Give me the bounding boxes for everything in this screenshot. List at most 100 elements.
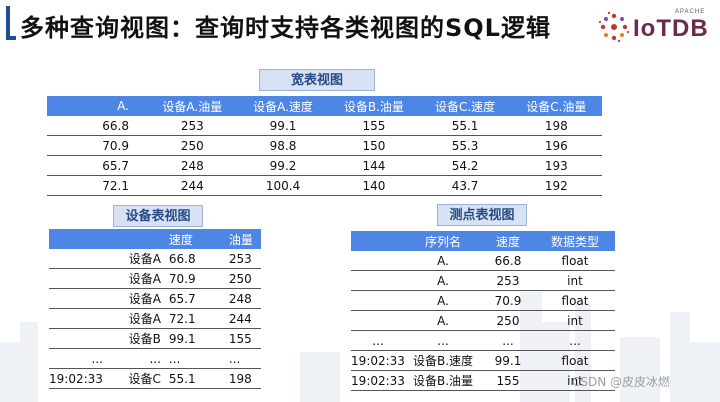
table-cell: A. [405,270,481,291]
wide-view-label: 宽表视图 [259,69,375,91]
table-cell: 设备C [102,368,163,389]
table-cell: ... [162,348,221,369]
table-cell: 70.9 [47,135,147,156]
table-cell: int [535,370,615,391]
table-cell: 99.1 [237,116,329,136]
table-row: 19:02:33 设备B.速度 99.1 float [351,350,615,371]
table-cell: 设备B.油量 [405,370,481,391]
table-cell: 72.1 [47,175,147,196]
iotdb-logo: APACHE IoTDB [597,8,715,46]
table-cell: 19:02:33 [351,370,405,391]
table-cell: 99.1 [162,328,221,349]
table-cell: 55.3 [419,135,511,156]
table-cell: 设备B.速度 [405,350,481,371]
device-header-cell [102,229,163,249]
table-cell: 250 [147,135,238,156]
table-cell: 155 [481,370,535,391]
table-cell: 150 [328,135,420,156]
table-cell: 设备B [102,328,163,349]
table-cell: 155 [220,328,261,349]
table-cell: A. [405,251,481,271]
table-cell: 198 [220,368,261,389]
device-header-cell: 油量 [220,229,261,249]
csdn-watermark: CSDN @皮皮冰燃 [572,375,671,389]
wide-header-cell: 设备A.油量 [147,96,238,116]
iotdb-logo-icon [598,11,630,43]
table-cell: ... [351,330,405,351]
point-header-cell: 速度 [481,231,535,251]
table-cell: 140 [328,175,420,196]
device-view-label: 设备表视图 [113,205,203,227]
table-row: 设备A 66.8 253 [49,249,261,269]
table-cell: ... [220,348,261,369]
table-cell: 65.7 [162,288,221,309]
table-cell: A. [405,310,481,331]
table-row: ............ [351,330,615,351]
table-cell: 设备A [102,268,163,289]
table-cell: 54.2 [419,155,511,176]
table-cell: 248 [147,155,238,176]
logo-text: IoTDB [633,15,709,42]
table-row: 65.7 248 99.2 144 54.2 193 [47,155,602,176]
table-cell: 99.1 [481,350,535,371]
table-cell: 98.8 [237,135,329,156]
table-cell: ... [405,330,481,351]
table-cell: 144 [328,155,420,176]
table-cell: 155 [328,116,420,136]
wide-header-cell: A. [47,96,147,116]
table-cell: 193 [510,155,602,176]
table-cell: 248 [220,288,261,309]
table-cell: 198 [510,116,602,136]
table-cell: float [535,290,615,311]
table-row: 设备B 99.1 155 [49,328,261,349]
wide-header-cell: 设备C.油量 [510,96,602,116]
table-row: A. 253 int [351,270,615,291]
table-cell [351,270,405,291]
table-cell [351,290,405,311]
point-header-cell [351,231,405,251]
table-row: 设备A 70.9 250 [49,268,261,289]
table-cell: 66.8 [162,249,221,269]
table-cell [49,249,103,269]
table-row: 19:02:33 设备C 55.1 198 [49,368,261,389]
point-view-label: 测点表视图 [437,204,527,226]
table-cell: 253 [220,249,261,269]
table-cell: 192 [510,175,602,196]
table-cell: A. [405,290,481,311]
table-cell [49,288,103,309]
table-row: 设备A 72.1 244 [49,308,261,329]
table-cell: 244 [147,175,238,196]
table-cell [49,308,103,329]
page-title: 多种查询视图：查询时支持各类视图的SQL逻辑 [20,14,551,42]
table-cell [351,310,405,331]
table-cell [49,328,103,349]
device-header-cell: 速度 [162,229,221,249]
table-cell: 253 [481,270,535,291]
table-row: ............ [49,348,261,369]
table-cell: 250 [220,268,261,289]
table-cell: 19:02:33 [351,350,405,371]
table-cell: float [535,251,615,271]
table-row: A. 66.8 float [351,251,615,271]
table-cell: int [535,310,615,331]
table-row: 70.9 250 98.8 150 55.3 196 [47,135,602,156]
table-cell: 253 [147,116,238,136]
table-cell [351,251,405,271]
table-cell: ... [481,330,535,351]
table-cell: 66.8 [481,251,535,271]
device-header-cell [49,229,103,249]
table-cell: 43.7 [419,175,511,196]
table-cell: float [535,350,615,371]
table-row: A. 70.9 float [351,290,615,311]
table-cell [49,268,103,289]
table-row: 72.1 244 100.4 140 43.7 192 [47,175,602,196]
wide-header-cell: 设备A.速度 [237,96,329,116]
table-cell: 设备A [102,308,163,329]
table-cell: int [535,270,615,291]
table-cell: 设备A [102,249,163,269]
table-cell: 55.1 [162,368,221,389]
table-cell: 99.2 [237,155,329,176]
table-row: 19:02:33 设备B.油量 155 int [351,370,615,391]
table-cell: 70.9 [162,268,221,289]
table-cell: ... [535,330,615,351]
